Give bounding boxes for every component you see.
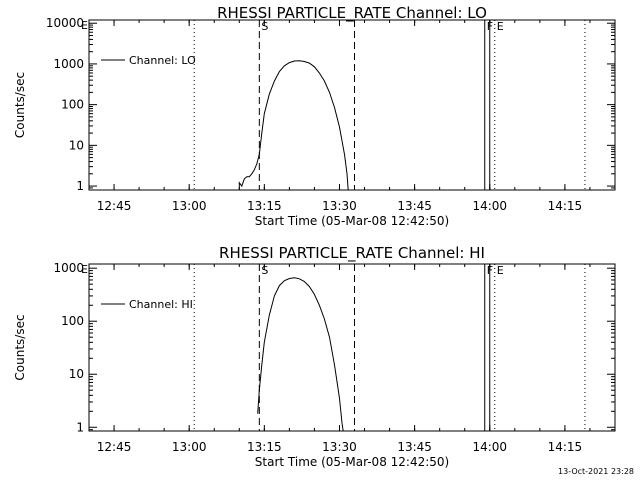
timestamp-stamp: 13-Oct-2021 23:28 (558, 467, 634, 476)
x-tick-label: 13:00 (172, 199, 207, 213)
x-tick-label: 14:00 (472, 440, 507, 454)
marker-label: S (261, 264, 268, 277)
legend-label: Channel: LO (129, 54, 196, 67)
y-tick-label: 100 (61, 98, 84, 112)
x-tick-label: 12:45 (97, 440, 132, 454)
marker-label: E (497, 20, 504, 33)
panel-hi: RHESSI PARTICLE_RATE Channel: HI 12:45 13:… (13, 244, 616, 469)
plot-frame (88, 19, 616, 191)
y-tick-label: 10000 (46, 16, 84, 30)
panel-lo: RHESSI PARTICLE_RATE Channel: LO 12:45 13:… (13, 4, 616, 228)
y-axis-label: Counts/sec (13, 314, 27, 380)
x-axis-label: Start Time (05-Mar-08 12:42:50) (255, 455, 449, 469)
y-tick-label: 1 (76, 179, 84, 193)
marker-label: E (497, 264, 504, 277)
y-tick-label: 100 (61, 314, 84, 328)
x-tick-label: 14:15 (548, 440, 583, 454)
x-tick-label: 13:45 (397, 199, 432, 213)
x-tick-label: 14:15 (548, 199, 583, 213)
legend-label: Channel: HI (129, 298, 193, 311)
y-tick-label: 1000 (53, 261, 84, 275)
x-tick-label: 13:15 (247, 199, 282, 213)
chart-title: RHESSI PARTICLE_RATE Channel: LO (217, 4, 487, 23)
x-tick-label: 13:30 (322, 199, 357, 213)
chart-title: RHESSI PARTICLE_RATE Channel: HI (219, 244, 485, 263)
x-tick-label: 13:00 (172, 440, 207, 454)
y-tick-label: 10 (69, 367, 84, 381)
marker-label: S (261, 20, 268, 33)
y-axis-label: Counts/sec (13, 72, 27, 138)
series-line-hi (257, 277, 344, 432)
x-tick-label: 13:30 (322, 440, 357, 454)
y-tick-label: 1000 (53, 57, 84, 71)
x-tick-label: 12:45 (97, 199, 132, 213)
x-axis-label: Start Time (05-Mar-08 12:42:50) (255, 214, 449, 228)
y-tick-label: 10 (69, 138, 84, 152)
y-tick-label: 1 (76, 420, 84, 434)
corner-mark: E (81, 19, 88, 32)
x-tick-label: 13:15 (247, 440, 282, 454)
plot-frame (88, 263, 616, 432)
x-tick-label: 14:00 (472, 199, 507, 213)
x-tick-label: 13:45 (397, 440, 432, 454)
corner-mark: E (81, 263, 88, 276)
series-line-lo (238, 60, 349, 191)
